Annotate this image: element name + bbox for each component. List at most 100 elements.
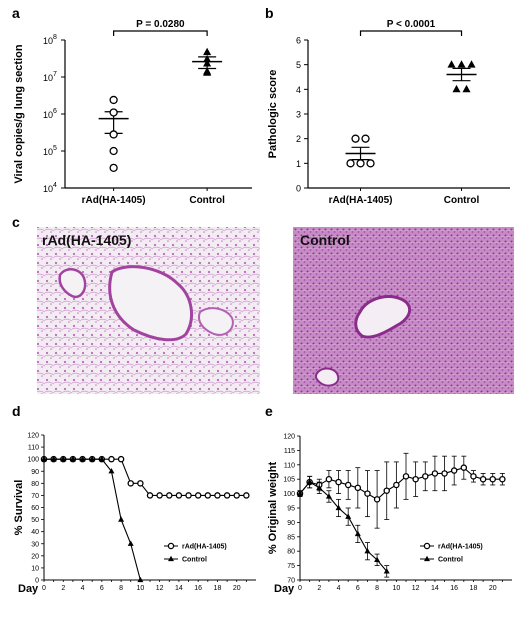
y-tick-label: 0 <box>296 184 301 194</box>
vessel-lumen <box>314 367 340 387</box>
y-tick-label: 4 <box>296 85 301 95</box>
data-point-open-circle <box>109 130 118 139</box>
data-point-open-circle <box>137 480 144 487</box>
significance-label: P = 0.0280 <box>136 19 185 30</box>
y-tick-label: 70 <box>287 578 295 585</box>
y-tick-label: 80 <box>31 481 39 488</box>
panel-label-c: c <box>12 214 20 230</box>
data-point-open-circle <box>117 455 125 463</box>
y-tick-label: 108 <box>43 34 57 46</box>
x-tick-label: 8 <box>375 585 379 592</box>
panel-label-a: a <box>12 5 20 21</box>
data-point-open-circle <box>402 473 410 480</box>
bronchiole-lumen <box>354 295 412 339</box>
y-tick-exponent: 8 <box>53 34 57 41</box>
y-tick-exponent: 4 <box>53 182 57 189</box>
y-axis-label: % Survival <box>13 480 25 536</box>
x-tick-label: 4 <box>337 585 341 592</box>
x-tick-label: 4 <box>81 585 85 592</box>
data-point-filled-triangle <box>423 555 431 562</box>
x-tick-label: 16 <box>450 585 458 592</box>
x-tick-label: 2 <box>317 585 321 592</box>
data-point-open-circle <box>361 134 370 143</box>
y-tick-label: 120 <box>27 433 39 440</box>
y-tick-label: 2 <box>296 134 301 144</box>
y-tick-label: 40 <box>31 529 39 536</box>
data-point-filled-triangle <box>40 455 48 462</box>
significance-bracket <box>359 30 463 36</box>
x-category-label: Control <box>189 195 225 206</box>
panel-label-d: d <box>12 403 21 419</box>
data-point-filled-triangle <box>79 455 86 462</box>
y-tick-label: 80 <box>287 549 295 556</box>
y-tick-label: 100 <box>27 457 39 464</box>
data-point-filled-triangle <box>452 84 461 93</box>
y-tick-label: 95 <box>287 506 295 513</box>
y-tick-label: 5 <box>296 60 301 70</box>
y-tick-label: 50 <box>31 517 39 524</box>
y-tick-label: 85 <box>287 534 295 541</box>
data-point-filled-triangle <box>364 547 371 554</box>
x-tick-label: 20 <box>233 585 241 592</box>
histology-left-label: rAd(HA-1405) <box>42 232 131 248</box>
data-point-open-circle <box>393 481 400 489</box>
x-category-label: rAd(HA-1405) <box>82 195 146 206</box>
y-tick-label: 1 <box>296 159 301 169</box>
legend-label: rAd(HA-1405) <box>182 544 227 551</box>
y-tick-exponent: 7 <box>53 71 57 78</box>
data-point-open-circle <box>214 492 221 499</box>
data-point-filled-triangle <box>316 484 323 491</box>
legend-label: rAd(HA-1405) <box>438 544 483 551</box>
y-tick-label: 30 <box>31 541 39 548</box>
y-axis-label: % Original weight <box>267 462 279 555</box>
x-axis-label: Day <box>274 583 295 595</box>
legend-label: Control <box>182 557 207 564</box>
y-tick-label: 70 <box>31 493 39 500</box>
y-tick-label: 105 <box>283 477 295 484</box>
data-point-open-circle <box>335 478 342 486</box>
data-point-open-circle <box>354 484 362 492</box>
data-point-filled-triangle <box>467 60 476 68</box>
y-tick-label: 20 <box>31 553 39 560</box>
data-point-filled-triangle <box>69 455 76 462</box>
data-point-filled-triangle <box>306 478 313 485</box>
data-point-open-circle <box>450 467 458 474</box>
vessel-lumen <box>58 268 87 299</box>
x-tick-label: 18 <box>470 585 478 592</box>
x-tick-label: 20 <box>489 585 497 592</box>
y-tick-label: 90 <box>31 469 39 476</box>
x-tick-label: 6 <box>100 585 104 592</box>
data-point-open-circle <box>167 542 175 550</box>
data-point-filled-triangle <box>167 555 175 562</box>
data-point-filled-triangle <box>118 516 125 522</box>
x-axis-label: Day <box>18 583 39 595</box>
y-axis-label: Viral copies/g lung section <box>13 44 25 183</box>
y-tick-exponent: 5 <box>53 145 57 152</box>
y-axis-label: Pathologic score <box>267 70 279 159</box>
chart-panel-b: 0 1 2 3 4 5 6 rAd(HA-1405) Control Pathologic sco… <box>267 19 510 206</box>
x-tick-label: 2 <box>61 585 65 592</box>
x-tick-label: 0 <box>42 585 46 592</box>
data-point-filled-triangle <box>98 455 105 462</box>
data-point-filled-triangle <box>345 513 352 519</box>
data-point-open-circle <box>325 475 333 483</box>
panel-label-b: b <box>265 5 274 21</box>
data-point-open-circle <box>109 163 118 173</box>
x-tick-label: 0 <box>298 585 302 592</box>
y-tick-label: 110 <box>28 445 39 452</box>
data-point-open-circle <box>166 492 173 499</box>
data-point-filled-triangle <box>50 455 57 462</box>
data-point-filled-triangle <box>457 60 466 68</box>
data-point-open-circle <box>109 108 118 117</box>
x-category-label: rAd(HA-1405) <box>329 195 393 206</box>
data-point-open-circle <box>109 146 118 156</box>
histology-right: Control <box>293 227 514 394</box>
y-tick-label: 115 <box>284 448 295 455</box>
data-point-filled-triangle <box>203 68 212 76</box>
y-tick-label: 120 <box>283 434 295 441</box>
data-point-filled-triangle <box>374 556 381 563</box>
vessel-lumen <box>198 307 234 336</box>
data-point-filled-triangle <box>354 530 361 537</box>
data-point-open-circle <box>460 464 468 471</box>
data-point-open-circle <box>373 496 381 503</box>
